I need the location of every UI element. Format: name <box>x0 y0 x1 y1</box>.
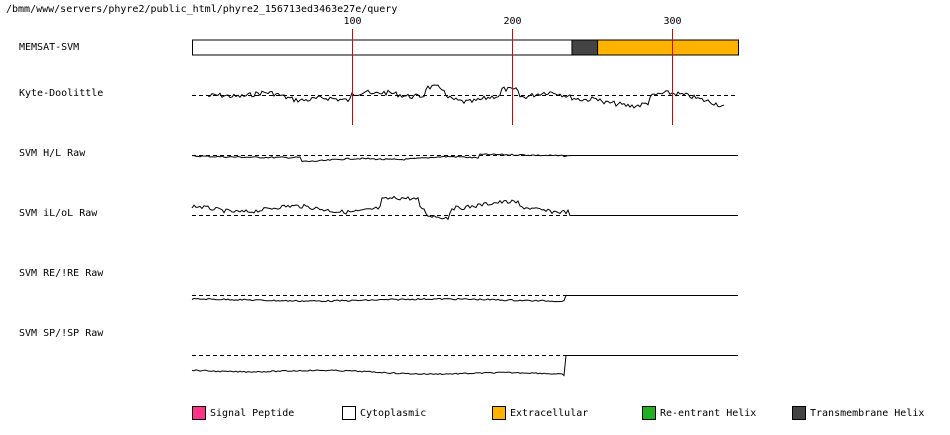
axis-tick-label: 100 <box>343 16 362 27</box>
track-label-svm-sp-raw: SVM SP/!SP Raw <box>19 328 104 339</box>
legend-swatch <box>492 406 506 420</box>
svm-hl-trace <box>191 153 738 163</box>
legend-swatch <box>792 406 806 420</box>
legend-swatch <box>642 406 656 420</box>
topology-plot <box>191 29 740 377</box>
legend-label: Cytoplasmic <box>360 407 427 419</box>
legend-label: Transmembrane Helix <box>810 407 925 419</box>
track-label-svm-il-ol-raw: SVM iL/oL Raw <box>19 208 98 219</box>
legend-item-signal-peptide: Signal Peptide <box>192 405 294 421</box>
track-label-svm-hl-raw: SVM H/L Raw <box>19 148 86 159</box>
legend-label: Signal Peptide <box>210 407 295 419</box>
legend-label: Extracellular <box>510 407 589 419</box>
track-label-memsat-svm: MEMSAT-SVM <box>19 42 80 53</box>
kyte-doolittle-trace <box>207 84 725 109</box>
memsat-segment-transmembrane-helix <box>571 39 599 56</box>
svm-sp-trace <box>191 355 738 377</box>
legend-item-transmembrane-helix: Transmembrane Helix <box>792 405 924 421</box>
track-label-kyte-doolittle: Kyte-Doolittle <box>19 88 104 99</box>
track-label-svm-re-raw: SVM RE/!RE Raw <box>19 268 104 279</box>
svm-re-trace <box>191 295 738 303</box>
svm-il-ol-trace <box>191 195 738 221</box>
legend-swatch <box>192 406 206 420</box>
legend-item-extracellular: Extracellular <box>492 405 588 421</box>
memsat-segment-extracellular <box>597 39 740 56</box>
axis-tick-label: 300 <box>663 16 682 27</box>
legend-label: Re-entrant Helix <box>660 407 757 419</box>
memsat-segment-cytoplasmic <box>192 39 573 56</box>
axis-tick-label: 200 <box>503 16 522 27</box>
legend-swatch <box>342 406 356 420</box>
legend-item-cytoplasmic: Cytoplasmic <box>342 405 426 421</box>
query-file-path: /bmm/www/servers/phyre2/public_html/phyr… <box>6 4 398 15</box>
legend-item-re-entrant-helix: Re-entrant Helix <box>642 405 756 421</box>
